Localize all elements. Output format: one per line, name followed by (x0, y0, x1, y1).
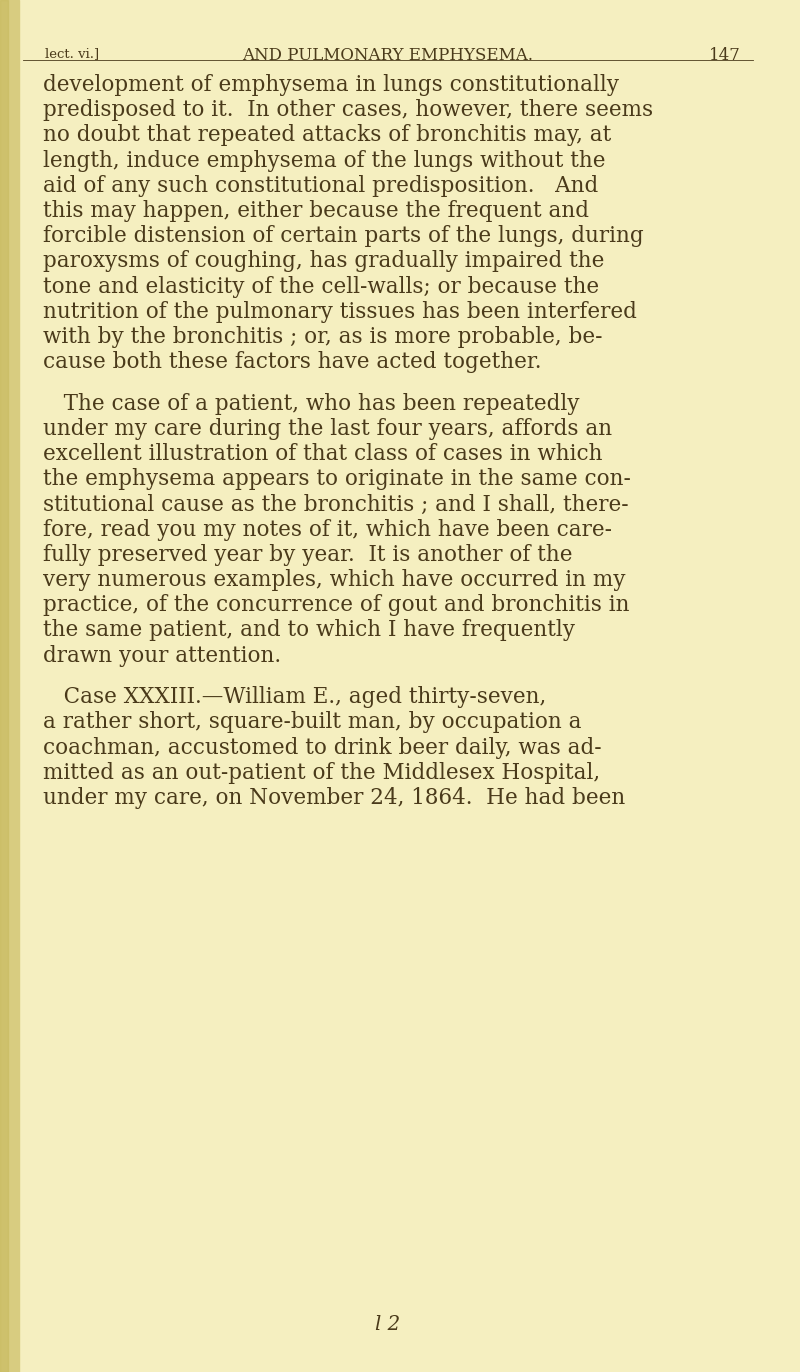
Text: excellent illustration of that class of cases in which: excellent illustration of that class of … (42, 443, 602, 465)
Text: stitutional cause as the bronchitis ; and I shall, there-: stitutional cause as the bronchitis ; an… (42, 494, 628, 516)
Text: forcible distension of certain parts of the lungs, during: forcible distension of certain parts of … (42, 225, 643, 247)
Text: fore, read you my notes of it, which have been care-: fore, read you my notes of it, which hav… (42, 519, 612, 541)
Text: paroxysms of coughing, has gradually impaired the: paroxysms of coughing, has gradually imp… (42, 251, 604, 273)
Text: nutrition of the pulmonary tissues has been interfered: nutrition of the pulmonary tissues has b… (42, 300, 637, 322)
Text: a rather short, square-built man, by occupation a: a rather short, square-built man, by occ… (42, 711, 581, 733)
Text: l 2: l 2 (375, 1314, 401, 1334)
Text: 147: 147 (709, 47, 741, 63)
Text: very numerous examples, which have occurred in my: very numerous examples, which have occur… (42, 569, 625, 591)
Text: the same patient, and to which I have frequently: the same patient, and to which I have fr… (42, 619, 574, 641)
Text: no doubt that repeated attacks of bronchitis may, at: no doubt that repeated attacks of bronch… (42, 125, 611, 147)
Text: with by the bronchitis ; or, as is more probable, be-: with by the bronchitis ; or, as is more … (42, 327, 602, 348)
Text: under my care, on November 24, 1864.  He had been: under my care, on November 24, 1864. He … (42, 788, 625, 809)
Text: length, induce emphysema of the lungs without the: length, induce emphysema of the lungs wi… (42, 150, 605, 172)
Text: cause both these factors have acted together.: cause both these factors have acted toge… (42, 351, 541, 373)
Text: drawn your attention.: drawn your attention. (42, 645, 281, 667)
Text: development of emphysema in lungs constitutionally: development of emphysema in lungs consti… (42, 74, 618, 96)
Text: AND PULMONARY EMPHYSEMA.: AND PULMONARY EMPHYSEMA. (242, 47, 534, 63)
Text: this may happen, either because the frequent and: this may happen, either because the freq… (42, 200, 589, 222)
Text: aid of any such constitutional predisposition.   And: aid of any such constitutional predispos… (42, 174, 598, 196)
Text: The case of a patient, who has been repeatedly: The case of a patient, who has been repe… (42, 392, 579, 414)
Text: tone and elasticity of the cell-walls; or because the: tone and elasticity of the cell-walls; o… (42, 276, 598, 298)
Text: coachman, accustomed to drink beer daily, was ad-: coachman, accustomed to drink beer daily… (42, 737, 602, 759)
Bar (0, 0, 19, 1372)
Text: practice, of the concurrence of gout and bronchitis in: practice, of the concurrence of gout and… (42, 594, 629, 616)
Text: Case XXXIII.—William E., aged thirty-seven,: Case XXXIII.—William E., aged thirty-sev… (42, 686, 546, 708)
Text: under my care during the last four years, affords an: under my care during the last four years… (42, 418, 612, 440)
Bar (0, 0, 8, 1372)
Text: fully preserved year by year.  It is another of the: fully preserved year by year. It is anot… (42, 543, 572, 565)
Text: mitted as an out-patient of the Middlesex Hospital,: mitted as an out-patient of the Middlese… (42, 761, 600, 783)
Text: lect. vi.]: lect. vi.] (45, 47, 99, 59)
Text: the emphysema appears to originate in the same con-: the emphysema appears to originate in th… (42, 468, 630, 490)
Text: predisposed to it.  In other cases, however, there seems: predisposed to it. In other cases, howev… (42, 99, 653, 121)
